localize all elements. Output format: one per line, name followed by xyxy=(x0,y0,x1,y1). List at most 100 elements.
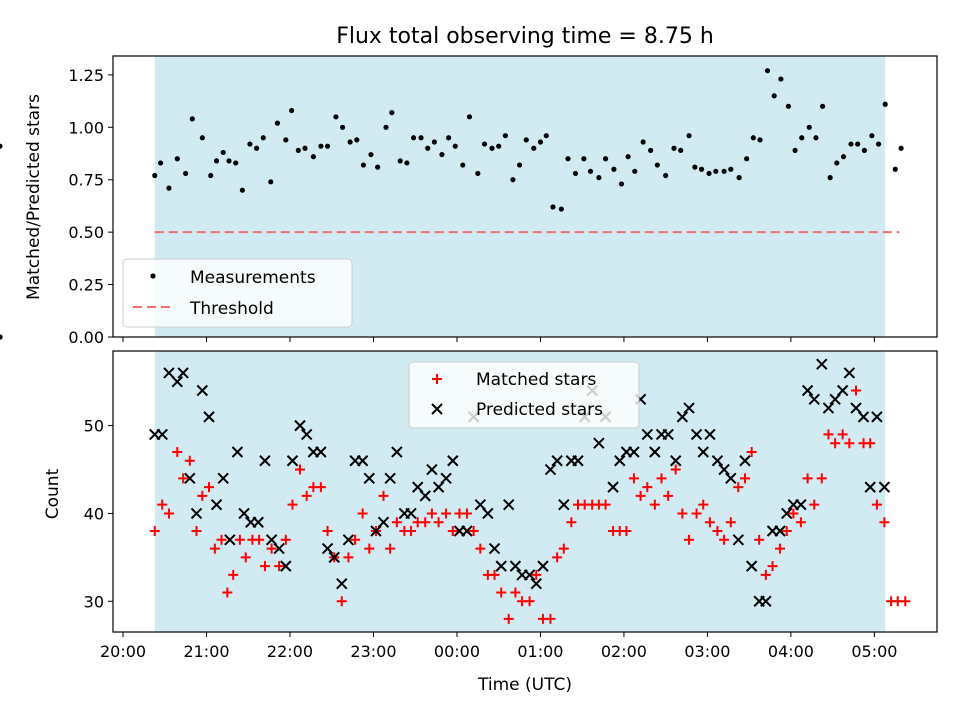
measurement-point xyxy=(736,175,742,181)
predicted-star-point xyxy=(732,534,745,546)
predicted-star-point xyxy=(669,455,682,467)
x-axis-label: Time (UTC) xyxy=(477,675,572,695)
matched-star-point xyxy=(760,569,771,580)
predicted-star-point xyxy=(795,498,807,511)
legend-predicted-marker xyxy=(431,403,443,415)
measurement-point xyxy=(678,147,684,153)
predicted-star-point xyxy=(419,490,431,502)
matched-star-point xyxy=(698,499,709,510)
measurement-point xyxy=(744,156,750,162)
matched-star-point xyxy=(461,508,472,519)
matched-star-point xyxy=(725,517,736,528)
x-tick-label: 22:00 xyxy=(267,642,313,661)
measurement-point xyxy=(339,124,346,130)
y-tick-label: 40 xyxy=(84,504,104,523)
matched-star-point xyxy=(545,613,556,624)
matched-star-point xyxy=(216,534,227,545)
measurement-point xyxy=(318,143,324,149)
measurement-point xyxy=(531,145,537,151)
measurement-point xyxy=(572,170,579,177)
measurement-point xyxy=(213,158,220,164)
predicted-star-point xyxy=(718,463,730,476)
measurement-point xyxy=(226,158,232,164)
matched-star-point xyxy=(879,517,890,528)
measurement-point xyxy=(840,154,847,160)
matched-star-point xyxy=(234,534,245,545)
y-tick-label: 30 xyxy=(84,592,104,611)
predicted-star-point xyxy=(760,595,772,607)
predicted-star-point xyxy=(377,516,390,528)
predicted-star-point xyxy=(864,481,876,493)
predicted-star-point xyxy=(745,560,758,572)
predicted-star-point xyxy=(163,367,175,379)
measurement-point xyxy=(347,139,353,145)
measurement-point xyxy=(452,143,458,149)
y-tick-label: 50 xyxy=(84,417,104,436)
predicted-star-point xyxy=(342,534,355,546)
matched-star-point xyxy=(378,490,389,501)
measurement-point xyxy=(324,143,331,149)
measurement-point xyxy=(310,154,316,160)
measurement-point xyxy=(360,162,367,168)
measurement-point xyxy=(183,170,189,177)
measurement-point xyxy=(602,156,609,162)
y-tick-label: 1.25 xyxy=(68,66,104,85)
legend-box xyxy=(408,361,640,429)
predicted-star-point xyxy=(280,560,292,572)
matched-star-point xyxy=(503,613,514,624)
predicted-star-point xyxy=(781,507,793,520)
measurement-point xyxy=(771,93,777,99)
predicted-star-point xyxy=(224,534,236,546)
predicted-star-point xyxy=(184,472,196,485)
matched-star-point xyxy=(259,561,270,572)
predicted-star-point xyxy=(544,463,557,476)
measurement-point xyxy=(692,164,698,170)
matched-star-point xyxy=(406,526,417,537)
measurement-point xyxy=(516,162,523,168)
matched-star-point xyxy=(719,534,730,545)
measurement-point xyxy=(283,137,289,143)
measurement-point xyxy=(632,168,638,174)
measurement-point xyxy=(882,101,888,107)
measurement-point xyxy=(778,76,784,82)
matched-star-point xyxy=(343,552,354,563)
measurement-point xyxy=(834,160,840,166)
predicted-star-point xyxy=(607,481,619,493)
y-tick-label: 1.00 xyxy=(68,118,104,137)
predicted-star-point xyxy=(196,384,209,397)
measurement-point xyxy=(152,172,158,179)
measurement-point xyxy=(750,135,756,141)
predicted-star-point xyxy=(676,411,689,423)
measurement-point xyxy=(827,175,833,181)
matched-star-point xyxy=(656,473,667,484)
y-tick-label: 0.25 xyxy=(68,276,104,295)
matched-star-point xyxy=(704,517,715,528)
matched-star-point xyxy=(222,587,233,598)
bottom-panel: 30 40 50 20:00 21:00 22:00 23:00 00:00 01:00 02:0… xyxy=(84,351,938,661)
measurement-point xyxy=(587,168,594,174)
predicted-star-point xyxy=(551,455,563,467)
predicted-star-point xyxy=(217,472,229,485)
matched-star-point xyxy=(322,526,333,537)
predicted-star-point xyxy=(836,384,849,397)
matched-star-point xyxy=(900,596,911,607)
predicted-star-point xyxy=(210,498,223,511)
predicted-star-point xyxy=(593,437,605,449)
measurement-point xyxy=(869,133,875,139)
predicted-star-point xyxy=(391,446,403,458)
measurement-point xyxy=(721,168,727,174)
measurement-point xyxy=(0,334,3,340)
predicted-star-point xyxy=(495,560,507,572)
x-tick-label: 03:00 xyxy=(684,642,730,661)
measurement-point xyxy=(698,166,705,172)
measurement-point xyxy=(410,135,417,141)
predicted-star-point xyxy=(649,446,661,458)
predicted-star-point xyxy=(697,446,709,458)
legend-label: Predicted stars xyxy=(476,400,603,420)
matched-star-point xyxy=(209,543,220,554)
matched-star-point xyxy=(295,464,306,475)
matched-star-point xyxy=(670,464,681,475)
measurement-point xyxy=(389,110,395,116)
x-tick-label: 00:00 xyxy=(434,642,480,661)
